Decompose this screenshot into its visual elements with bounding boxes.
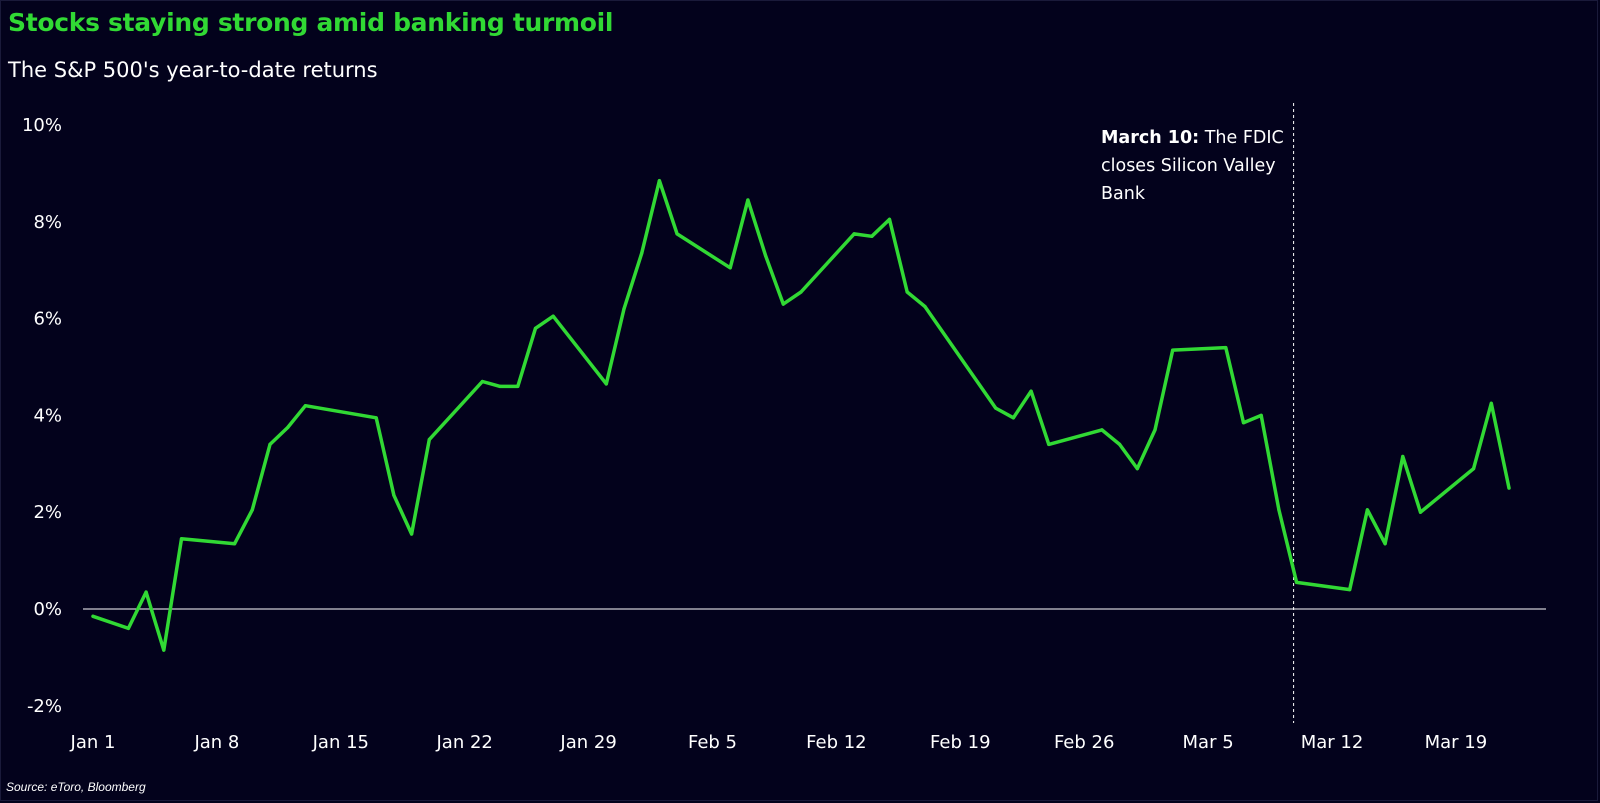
data-point — [1348, 588, 1352, 592]
data-point — [410, 532, 414, 536]
data-point — [533, 326, 538, 330]
data-point — [303, 404, 307, 408]
data-point — [746, 198, 750, 202]
data-point — [1277, 508, 1281, 512]
x-tick-label: Mar 5 — [1183, 732, 1234, 753]
source-note: Source: eToro, Bloomberg — [6, 780, 146, 794]
data-point — [250, 508, 254, 512]
x-tick-label: Feb 5 — [688, 732, 737, 753]
data-point — [179, 537, 184, 541]
data-point — [764, 254, 768, 258]
data-point — [1472, 467, 1476, 471]
data-point — [162, 648, 166, 652]
y-tick-label: 8% — [33, 212, 62, 233]
data-point — [657, 179, 662, 183]
y-tick-label: 4% — [33, 405, 62, 426]
data-point — [1224, 346, 1228, 350]
data-point — [887, 217, 892, 221]
data-point — [1295, 580, 1299, 585]
series-line — [91, 178, 1511, 652]
data-point — [870, 234, 874, 238]
data-point — [905, 290, 909, 294]
data-point — [126, 626, 130, 631]
data-point — [1418, 510, 1423, 514]
x-tick-label: Jan 29 — [559, 732, 616, 753]
y-axis-tick-labels: -2% 0% 2% 4% 6% 8% 10% — [22, 115, 62, 717]
data-point — [551, 314, 555, 318]
data-point — [233, 542, 237, 546]
annotation-note: March 10: The FDIC closes Silicon Valley… — [1101, 124, 1321, 208]
data-point — [1401, 454, 1405, 459]
x-tick-label: Jan 8 — [193, 732, 239, 753]
y-tick-label: 6% — [33, 309, 62, 330]
y-tick-label: 2% — [33, 502, 62, 523]
data-point — [622, 307, 626, 311]
data-point — [852, 232, 856, 236]
chart-subtitle: The S&P 500's year-to-date returns — [8, 58, 378, 82]
data-point — [728, 266, 732, 270]
data-point — [1259, 413, 1263, 417]
data-point — [781, 302, 785, 306]
x-tick-label: Jan 1 — [70, 732, 116, 753]
data-point — [1153, 428, 1157, 432]
data-point — [1489, 401, 1493, 405]
data-point — [923, 304, 927, 309]
data-point — [604, 382, 608, 386]
data-point — [286, 425, 290, 430]
data-point — [1135, 467, 1139, 471]
data-point — [1118, 442, 1122, 446]
y-tick-label: -2% — [27, 696, 62, 717]
data-point — [91, 614, 95, 618]
chart-title: Stocks staying strong amid banking turmo… — [8, 8, 614, 37]
x-axis-tick-labels: Jan 1 Jan 8 Jan 15 Jan 22 Jan 29 Feb 5 Feb 12 F… — [70, 732, 1488, 753]
data-point — [427, 438, 431, 442]
x-tick-label: Jan 15 — [312, 732, 369, 753]
x-tick-label: Jan 22 — [436, 732, 493, 753]
data-point — [516, 384, 520, 388]
data-point — [1100, 428, 1104, 432]
data-point — [1047, 442, 1051, 446]
data-point — [480, 379, 484, 384]
data-point — [799, 290, 803, 294]
data-point — [994, 406, 998, 410]
x-tick-label: Feb 19 — [930, 732, 991, 753]
data-point — [1241, 421, 1246, 425]
data-point — [640, 251, 644, 255]
data-point — [498, 384, 502, 388]
x-tick-label: Feb 26 — [1054, 732, 1115, 753]
data-point — [1383, 542, 1387, 546]
x-tick-label: Feb 12 — [806, 732, 867, 753]
y-tick-label: 10% — [22, 115, 62, 136]
annotation-text: The FDIC closes Silicon Valley Bank — [1101, 128, 1284, 204]
data-point — [675, 232, 679, 236]
y-tick-label: 0% — [33, 599, 62, 620]
data-point — [1365, 508, 1369, 512]
data-point — [144, 590, 148, 594]
data-point — [1011, 416, 1016, 420]
x-tick-label: Mar 12 — [1301, 732, 1364, 753]
data-point — [1171, 348, 1175, 352]
data-point — [374, 416, 378, 420]
annotation-date: March 10: — [1101, 128, 1200, 148]
data-point — [1029, 389, 1033, 393]
data-point — [268, 442, 272, 446]
data-point — [1507, 486, 1511, 490]
data-point — [392, 493, 396, 497]
series-group — [91, 178, 1511, 652]
x-tick-label: Mar 19 — [1425, 732, 1488, 753]
